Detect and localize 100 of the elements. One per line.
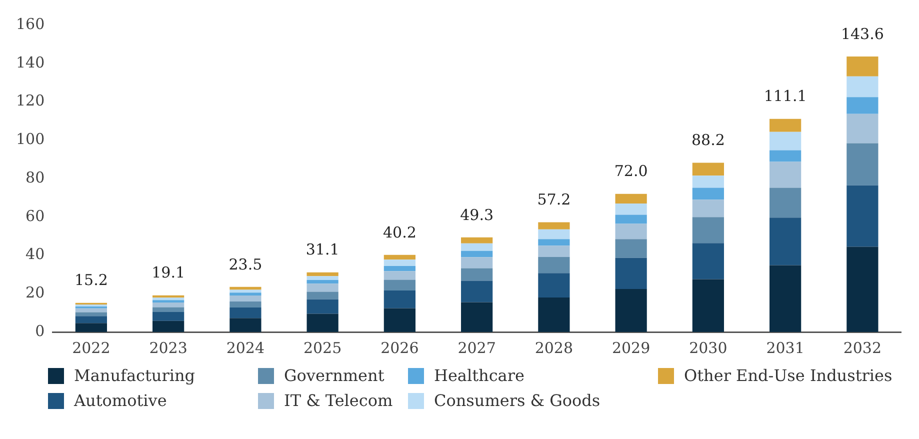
bar bbox=[615, 224, 647, 240]
legend-label: Government bbox=[284, 366, 384, 385]
total-label: 19.1 bbox=[152, 264, 186, 282]
bar bbox=[230, 318, 262, 332]
bar bbox=[846, 114, 878, 144]
bar bbox=[384, 290, 416, 308]
bar bbox=[75, 323, 108, 332]
bar bbox=[692, 279, 724, 332]
bar bbox=[230, 296, 262, 302]
x-tick-label: 2032 bbox=[843, 338, 882, 357]
total-label: 49.3 bbox=[460, 206, 494, 224]
bar bbox=[461, 268, 493, 281]
bar bbox=[306, 272, 338, 276]
bar bbox=[384, 308, 416, 332]
bar bbox=[384, 271, 416, 280]
x-tick-label: 2030 bbox=[689, 338, 728, 357]
bar bbox=[538, 256, 570, 274]
bar bbox=[461, 280, 493, 302]
total-label: 23.5 bbox=[228, 255, 262, 274]
bar bbox=[538, 273, 570, 298]
bar bbox=[152, 307, 184, 312]
bar bbox=[615, 239, 647, 258]
bar bbox=[615, 203, 647, 215]
y-tick-label: 80 bbox=[26, 168, 45, 186]
bar bbox=[384, 254, 416, 260]
bar bbox=[770, 218, 802, 266]
bar bbox=[770, 265, 802, 332]
bar bbox=[615, 214, 647, 224]
total-label: 40.2 bbox=[382, 223, 416, 242]
legend-label: IT & Telecom bbox=[284, 391, 393, 410]
total-label: 111.1 bbox=[764, 87, 807, 106]
bar bbox=[306, 284, 338, 292]
total-label: 57.2 bbox=[537, 190, 571, 209]
bar bbox=[538, 229, 570, 240]
bar bbox=[615, 289, 647, 332]
total-label: 15.2 bbox=[74, 271, 108, 290]
bar bbox=[615, 258, 647, 290]
bar bbox=[75, 308, 108, 312]
bar bbox=[230, 301, 262, 308]
bar bbox=[152, 302, 184, 308]
total-label: 88.2 bbox=[691, 131, 725, 150]
x-tick-label: 2028 bbox=[534, 338, 574, 357]
bar bbox=[538, 297, 570, 332]
bar bbox=[384, 260, 416, 266]
bar bbox=[538, 246, 570, 257]
bar bbox=[846, 97, 878, 114]
legend-label: Healthcare bbox=[434, 366, 524, 385]
y-tick-label: 120 bbox=[16, 92, 45, 110]
bar bbox=[306, 292, 338, 300]
y-tick-label: 140 bbox=[16, 53, 45, 72]
bar bbox=[461, 257, 493, 268]
bar bbox=[461, 243, 493, 251]
y-tick-label: 160 bbox=[16, 14, 45, 33]
bar bbox=[230, 286, 262, 290]
bar bbox=[230, 307, 262, 318]
bar bbox=[306, 314, 338, 332]
y-tick-label: 0 bbox=[35, 322, 45, 340]
bar bbox=[770, 188, 802, 218]
x-tick-label: 2022 bbox=[72, 338, 110, 357]
bar bbox=[75, 316, 108, 324]
y-tick-label: 20 bbox=[26, 284, 45, 302]
bar bbox=[384, 266, 416, 272]
x-tick-label: 2027 bbox=[458, 338, 496, 357]
bar bbox=[846, 143, 878, 186]
bar bbox=[770, 150, 802, 162]
x-tick-label: 2031 bbox=[766, 338, 804, 357]
bar bbox=[306, 276, 338, 280]
bar bbox=[692, 188, 724, 200]
y-tick-label: 100 bbox=[16, 130, 45, 148]
x-tick-label: 2029 bbox=[612, 338, 650, 357]
bar bbox=[846, 185, 878, 247]
bar bbox=[692, 176, 724, 188]
bar bbox=[384, 280, 416, 291]
bar bbox=[230, 292, 262, 296]
bar bbox=[306, 280, 338, 284]
y-tick-label: 60 bbox=[26, 206, 45, 225]
legend-label: Other End-Use Industries bbox=[684, 366, 892, 385]
bar bbox=[770, 118, 802, 132]
bar bbox=[461, 302, 493, 332]
bar bbox=[770, 132, 802, 150]
bar bbox=[461, 237, 493, 244]
x-tick-label: 2024 bbox=[226, 338, 265, 357]
bar bbox=[615, 194, 647, 204]
total-label: 31.1 bbox=[306, 240, 340, 259]
bar bbox=[846, 56, 878, 76]
bar bbox=[75, 312, 108, 316]
bar bbox=[538, 222, 570, 230]
bar bbox=[461, 250, 493, 258]
total-label: 72.0 bbox=[614, 162, 648, 180]
bar bbox=[692, 243, 724, 280]
bar bbox=[770, 162, 802, 188]
y-tick-label: 40 bbox=[26, 245, 45, 264]
bar bbox=[152, 312, 184, 321]
legend-label: Consumers & Goods bbox=[434, 391, 600, 410]
x-tick-label: 2025 bbox=[303, 338, 342, 357]
bar bbox=[846, 246, 878, 332]
bar bbox=[152, 320, 184, 332]
legend-label: Automotive bbox=[74, 391, 167, 410]
bar bbox=[846, 76, 878, 98]
legend-label: Manufacturing bbox=[74, 366, 195, 385]
